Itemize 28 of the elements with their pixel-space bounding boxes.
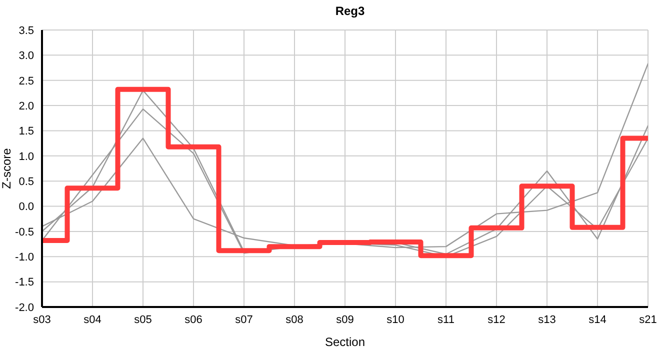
x-tick-label: s13 bbox=[538, 314, 556, 326]
y-axis-title: Z-score bbox=[0, 148, 14, 189]
y-tick-label: 0.0 bbox=[18, 201, 34, 214]
y-tick-label: 1.0 bbox=[18, 150, 34, 163]
x-tick-label: s03 bbox=[33, 314, 51, 326]
x-tick-label: s05 bbox=[134, 314, 152, 326]
chart-title: Reg3 bbox=[334, 4, 366, 18]
x-tick-label: s21 bbox=[639, 314, 657, 326]
y-tick-label: 1.5 bbox=[18, 126, 34, 138]
y-tick-label: 0.5 bbox=[18, 176, 34, 188]
y-tick-label: 3.0 bbox=[18, 50, 34, 62]
y-tick-label: 2.5 bbox=[18, 75, 34, 88]
x-tick-label: s11 bbox=[438, 314, 454, 326]
x-tick-label: s12 bbox=[488, 314, 506, 326]
y-tick-label: -1.0 bbox=[15, 252, 34, 264]
x-tick-label: s09 bbox=[336, 314, 354, 326]
x-tick-label: s10 bbox=[386, 314, 404, 326]
x-tick-label: s08 bbox=[286, 314, 304, 326]
x-tick-label: s07 bbox=[235, 314, 253, 326]
x-tick-label: s04 bbox=[84, 314, 102, 326]
x-tick-label: s14 bbox=[588, 314, 606, 326]
y-tick-label: -1.5 bbox=[15, 276, 34, 289]
y-tick-label: 3.5 bbox=[18, 24, 34, 37]
x-tick-label: s06 bbox=[184, 314, 202, 326]
x-axis-title: Section bbox=[324, 335, 366, 349]
y-tick-label: -2.0 bbox=[15, 302, 34, 314]
y-tick-label: -0.5 bbox=[15, 226, 34, 238]
y-tick-label: 2.0 bbox=[18, 100, 34, 112]
